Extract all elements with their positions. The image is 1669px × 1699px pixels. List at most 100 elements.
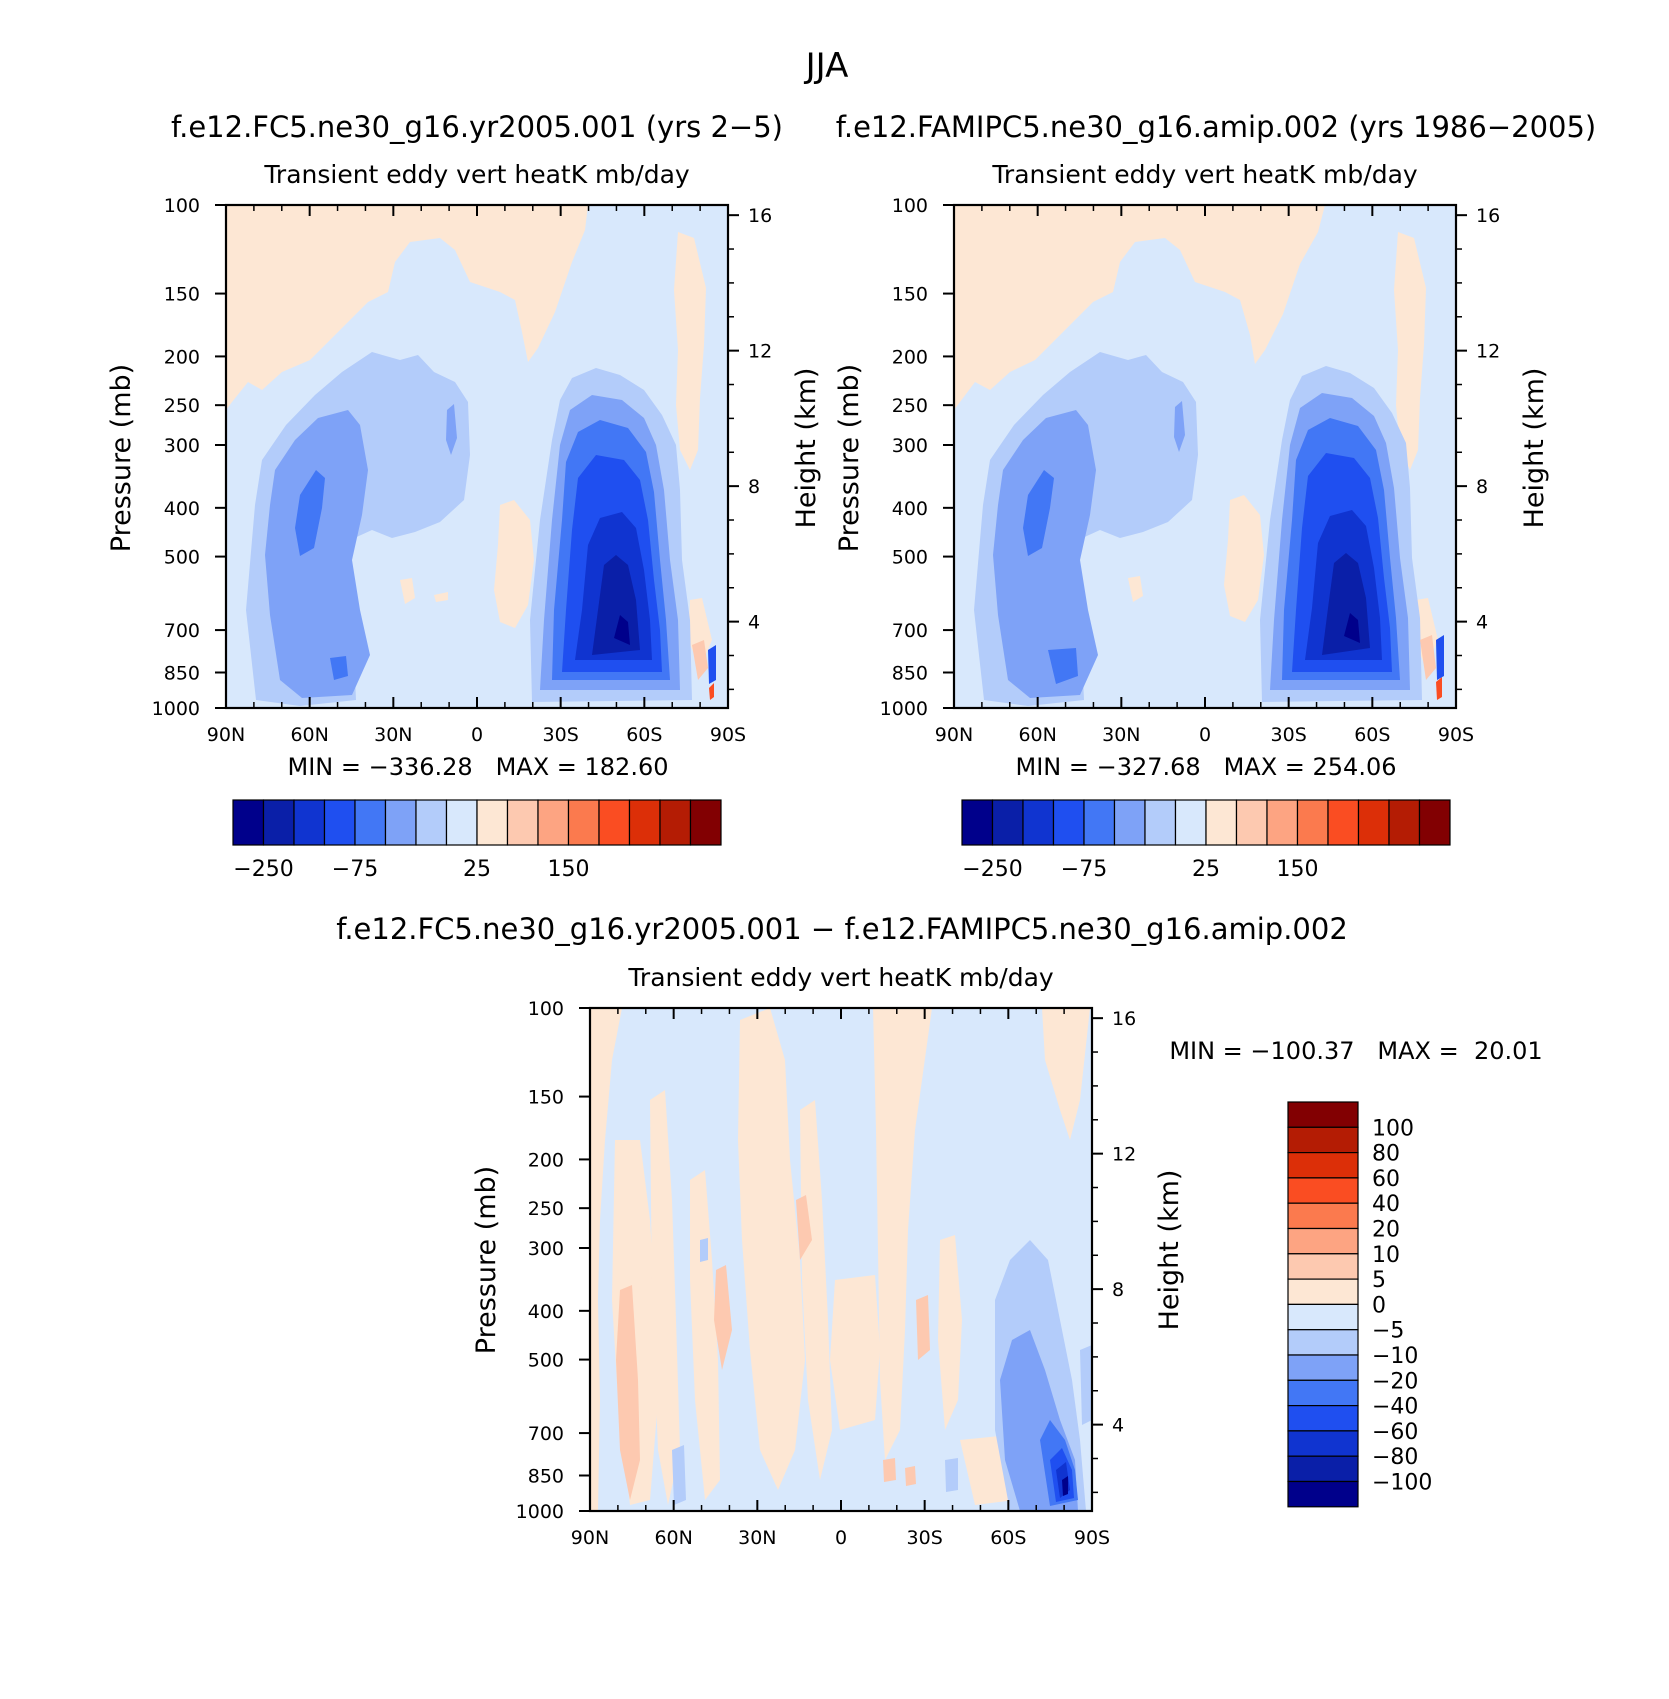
- colorbar-label: −20: [1372, 1369, 1418, 1394]
- panel-b-ytick-label: 150: [892, 284, 928, 306]
- colorbar-swatch: [1287, 1404, 1359, 1432]
- colorbar-swatch: [567, 799, 600, 846]
- panel-a-ytick-label: 100: [164, 195, 200, 217]
- figure-title: JJA: [804, 46, 849, 86]
- panel-diff-stats: MIN = −100.37 MAX = 20.01: [1169, 1037, 1542, 1065]
- positive-core-4: [916, 1295, 930, 1360]
- colorbar-swatch: [1287, 1303, 1359, 1331]
- panel-a-y2label: Height (km): [791, 368, 822, 529]
- panel-b-y2tick-label: 8: [1476, 476, 1488, 498]
- panel-b-xtick-label: 60N: [1018, 724, 1056, 746]
- colorbar-swatch: [659, 799, 692, 846]
- negative-patch-1: [672, 1445, 686, 1505]
- negative-patch-4: [1080, 1345, 1092, 1425]
- neg-region-nh-sub2: [446, 404, 457, 455]
- panel-b-y2tick-label: 12: [1476, 341, 1500, 363]
- colorbar-swatch: [323, 799, 356, 846]
- colorbar-swatch: [1022, 799, 1055, 846]
- panel-b-ytick-label: 700: [892, 620, 928, 642]
- colorbar-label: 25: [1192, 857, 1220, 882]
- axes-layer: 90N 60N 30N 0 30S 60S 90S100150200250300400500…: [106, 195, 1550, 1549]
- panel-a-field: [226, 205, 728, 708]
- panel-b-y2tick-label: 4: [1476, 612, 1488, 634]
- panel-a-ylabel: Pressure (mb): [106, 364, 137, 552]
- panel-diff-ytick-label: 300: [528, 1238, 564, 1260]
- positive-core-5: [883, 1458, 896, 1482]
- colorbar-swatch: [1266, 799, 1299, 846]
- colorbar-swatch: [1287, 1126, 1359, 1154]
- colorbar-label: −60: [1372, 1420, 1418, 1445]
- colorbar-swatch: [506, 799, 539, 846]
- colorbar-swatch: [1287, 1202, 1359, 1230]
- panel-a-ytick-label: 850: [164, 662, 200, 684]
- colorbar-label: 25: [463, 857, 491, 882]
- panel-diff-y2tick-label: 16: [1112, 1008, 1136, 1030]
- panel-diff-ytick-label: 1000: [516, 1501, 564, 1523]
- colorbar-label: −250: [233, 857, 293, 882]
- positive-strip-6: [800, 1100, 832, 1480]
- panel-b-xtick-label: 90S: [1438, 724, 1474, 746]
- colorbar-swatch: [689, 799, 722, 846]
- panel-diff-ytick-label: 250: [528, 1198, 564, 1220]
- colorbar-swatch: [1287, 1101, 1359, 1128]
- neg-region-sh-level7: [1344, 613, 1360, 643]
- panel-diff-ylabel: Pressure (mb): [471, 1166, 502, 1354]
- panel-a-y2tick-label: 12: [748, 341, 772, 363]
- neg-region-nh-level3: [295, 470, 325, 556]
- positive-core-antarctic-2: [709, 683, 714, 700]
- neg-region-nh-sub4: [1048, 648, 1078, 684]
- panel-b-ytick-label: 850: [892, 662, 928, 684]
- panel-diff-y2tick-label: 12: [1112, 1144, 1136, 1166]
- panel-b-ytick-label: 300: [892, 435, 928, 457]
- positive-region-upper-left: [954, 205, 1325, 410]
- panel-b-y2tick-label: 16: [1476, 205, 1500, 227]
- colorbar-swatch: [1287, 1177, 1359, 1204]
- panel-b-xtick-label: 90N: [935, 724, 973, 746]
- panel-a-ytick-label: 300: [164, 435, 200, 457]
- panel-a-ytick-label: 200: [164, 346, 200, 368]
- panel-diff-xtick-label: 60N: [654, 1527, 692, 1549]
- colorbar-swatch: [1174, 799, 1207, 846]
- colorbar-swatch: [1418, 799, 1451, 846]
- panel-diff-ytick-label: 850: [528, 1465, 564, 1487]
- colorbar-swatch: [1357, 799, 1390, 846]
- panel-diff-xtick-label: 0: [835, 1527, 847, 1549]
- panel-b-ytick-label: 250: [892, 395, 928, 417]
- colorbar-swatch: [1287, 1480, 1359, 1508]
- colorbar-swatch: [1113, 799, 1146, 846]
- panel-a-xtick-label: 30S: [543, 724, 579, 746]
- panel-b-axes: 90N 60N 30N 0 30S 60S 90S 100 150 200 250 300 400 500…: [834, 195, 1550, 746]
- colorbar-swatch: [991, 799, 1024, 846]
- panel-b-ylabel: Pressure (mb): [834, 364, 865, 552]
- positive-strip-7: [873, 1008, 932, 1460]
- positive-core-antarctic-2: [1436, 677, 1442, 700]
- negative-patch-3: [945, 1458, 958, 1492]
- colorbar-label: 10: [1372, 1243, 1400, 1268]
- colorbar-label: 0: [1372, 1293, 1386, 1318]
- neg-region-nh-sub2: [1174, 401, 1185, 452]
- positive-strip-5: [738, 1008, 805, 1490]
- positive-blob-1: [1128, 576, 1143, 602]
- panel-b-ytick-label: 1000: [880, 698, 928, 720]
- colorbar-swatch: [598, 799, 631, 846]
- panel-diff-ytick-label: 500: [528, 1350, 564, 1372]
- colorbar-label: −75: [1061, 857, 1107, 882]
- colorbar-swatch: [1287, 1278, 1359, 1305]
- neg-region-polar: [1436, 635, 1444, 680]
- colorbar-label: −100: [1372, 1471, 1432, 1496]
- panel-a-y2tick-label: 4: [748, 612, 760, 634]
- neg-region-nh-level2: [993, 410, 1098, 698]
- panel-a-subtitle: Transient eddy vert heatK mb/day: [263, 160, 690, 189]
- colorbar-label: 150: [548, 857, 590, 882]
- colorbar-label: −10: [1372, 1344, 1418, 1369]
- panel-b-stats: MIN = −327.68 MAX = 254.06: [1016, 753, 1397, 781]
- positive-region-tropics: [1224, 495, 1264, 622]
- panel-b-colorbar: −250 −75 25 150: [961, 799, 1451, 882]
- negative-patch-2: [700, 1238, 708, 1262]
- positive-core-antarctic-1: [692, 640, 708, 680]
- colorbar-label: 5: [1372, 1268, 1386, 1293]
- panel-b-xtick-label: 0: [1199, 724, 1211, 746]
- panel-a-ytick-label: 700: [164, 620, 200, 642]
